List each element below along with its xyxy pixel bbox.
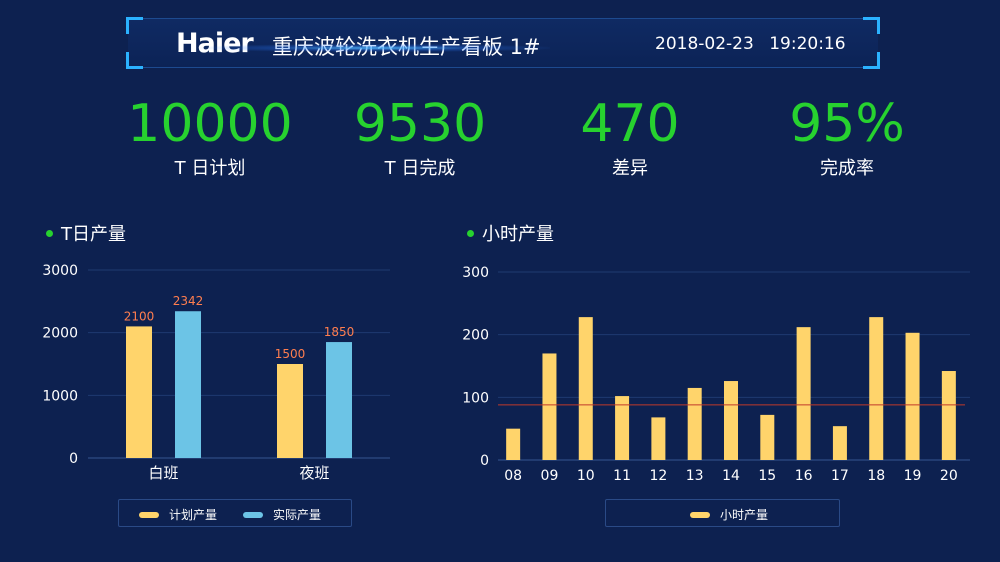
y-tick-label: 300 bbox=[462, 265, 489, 281]
x-tick-label: 19 bbox=[904, 468, 922, 484]
daily-legend: 计划产量 实际产量 bbox=[118, 499, 352, 527]
bar bbox=[905, 332, 920, 460]
x-tick-label: 11 bbox=[613, 468, 631, 484]
bar bbox=[615, 396, 630, 460]
x-tick-label: 13 bbox=[686, 468, 704, 484]
y-tick-label: 200 bbox=[462, 328, 489, 344]
legend-item-plan[interactable]: 计划产量 bbox=[139, 506, 217, 523]
data-label: 2100 bbox=[124, 309, 155, 323]
bar bbox=[277, 364, 303, 458]
kpi-rate: 95% 完成率 bbox=[737, 96, 957, 180]
bar bbox=[651, 417, 666, 460]
x-tick-label: 08 bbox=[504, 468, 522, 484]
data-label: 2342 bbox=[173, 294, 204, 308]
bar bbox=[760, 414, 775, 460]
header-bar: Haier 重庆波轮洗衣机生产看板 1# 2018-02-23 19:20:16 bbox=[126, 17, 880, 69]
kpi-plan: 10000 T 日计划 bbox=[100, 96, 320, 180]
x-tick-label: 17 bbox=[831, 468, 849, 484]
x-tick-label: 白班 bbox=[148, 464, 178, 482]
data-label: 1850 bbox=[324, 325, 355, 339]
x-tick-label: 10 bbox=[577, 468, 595, 484]
brand-logo: Haier bbox=[176, 28, 254, 59]
y-tick-label: 2000 bbox=[42, 326, 78, 342]
legend-swatch bbox=[690, 511, 710, 518]
x-tick-label: 18 bbox=[867, 468, 885, 484]
x-tick-label: 09 bbox=[541, 468, 559, 484]
legend-item-hourly[interactable]: 小时产量 bbox=[690, 506, 768, 523]
x-tick-label: 20 bbox=[940, 468, 958, 484]
y-tick-label: 1000 bbox=[42, 388, 78, 404]
bullet-dot-icon bbox=[467, 229, 474, 237]
bar bbox=[796, 327, 811, 460]
x-tick-label: 14 bbox=[722, 468, 740, 484]
time-text: 19:20:16 bbox=[769, 34, 846, 54]
legend-swatch bbox=[139, 511, 159, 518]
y-tick-label: 0 bbox=[69, 451, 78, 467]
bar bbox=[126, 326, 152, 458]
bar bbox=[687, 387, 702, 460]
legend-label: 计划产量 bbox=[169, 508, 218, 522]
hourly-legend: 小时产量 bbox=[605, 499, 840, 527]
kpi-value: 95% bbox=[789, 94, 905, 154]
y-tick-label: 3000 bbox=[42, 263, 78, 279]
data-label: 1500 bbox=[275, 347, 306, 361]
bar bbox=[869, 317, 884, 460]
legend-label: 小时产量 bbox=[720, 508, 769, 522]
bar bbox=[326, 342, 352, 458]
bullet-dot-icon bbox=[46, 229, 53, 237]
legend-label: 实际产量 bbox=[273, 508, 322, 522]
bar bbox=[542, 353, 557, 460]
legend-item-actual[interactable]: 实际产量 bbox=[243, 506, 321, 523]
bar bbox=[832, 426, 847, 460]
y-tick-label: 0 bbox=[480, 453, 489, 469]
kpi-value: 9530 bbox=[353, 94, 487, 154]
kpi-diff: 470 差异 bbox=[520, 96, 740, 180]
bar bbox=[578, 317, 593, 460]
y-tick-label: 100 bbox=[462, 390, 489, 406]
section-title-text: 小时产量 bbox=[482, 224, 554, 245]
daily-output-title: T日产量 bbox=[46, 220, 126, 246]
section-title-text: T日产量 bbox=[61, 224, 126, 245]
x-tick-label: 15 bbox=[758, 468, 776, 484]
bar bbox=[175, 311, 201, 458]
kpi-label: T 日完成 bbox=[384, 158, 456, 179]
hourly-output-title: 小时产量 bbox=[467, 220, 554, 246]
legend-swatch bbox=[243, 511, 263, 518]
kpi-label: 差异 bbox=[612, 158, 648, 179]
kpi-label: T 日计划 bbox=[174, 158, 246, 179]
frame-corner bbox=[126, 52, 143, 69]
frame-corner bbox=[863, 52, 880, 69]
bar bbox=[941, 371, 956, 460]
daily-output-chart: 0 1000 2000 3000 2100 2342 白班 1500 1850 夜班 bbox=[42, 263, 390, 482]
kpi-label: 完成率 bbox=[820, 158, 874, 179]
x-tick-label: 12 bbox=[649, 468, 667, 484]
bar bbox=[724, 381, 738, 460]
kpi-value: 470 bbox=[580, 94, 680, 154]
bar bbox=[506, 428, 521, 460]
x-tick-label: 夜班 bbox=[299, 464, 329, 482]
datetime: 2018-02-23 19:20:16 bbox=[655, 34, 846, 54]
header-glow bbox=[200, 44, 550, 52]
x-tick-label: 16 bbox=[795, 468, 813, 484]
date-text: 2018-02-23 bbox=[655, 34, 754, 54]
hourly-output-chart: 0 100 200 300 08 09 10 11 12 13 14 15 16 17 18 19 20 bbox=[462, 265, 970, 484]
kpi-done: 9530 T 日完成 bbox=[310, 96, 530, 180]
kpi-value: 10000 bbox=[127, 94, 293, 154]
